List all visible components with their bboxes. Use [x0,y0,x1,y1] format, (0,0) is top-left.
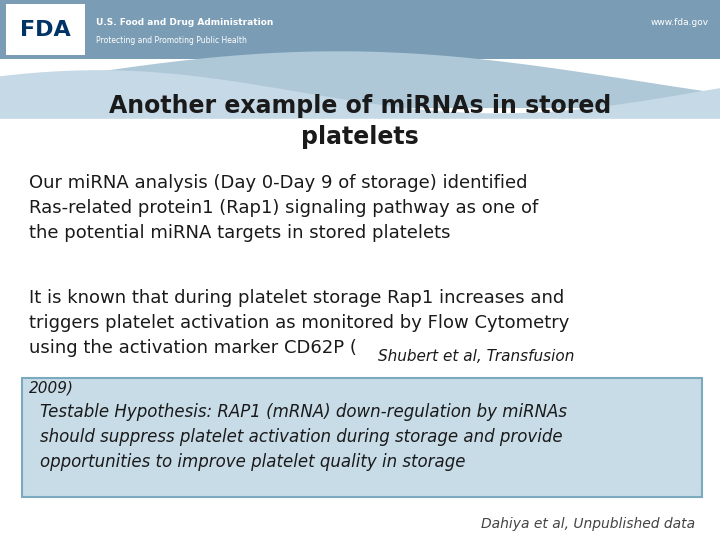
Text: 2009): 2009) [29,380,73,395]
Text: Our miRNA analysis (Day 0-Day 9 of storage) identified
Ras-related protein1 (Rap: Our miRNA analysis (Day 0-Day 9 of stora… [29,174,538,242]
Text: Testable Hypothesis: RAP1 (mRNA) down-regulation by miRNAs
should suppress plate: Testable Hypothesis: RAP1 (mRNA) down-re… [40,403,567,471]
FancyBboxPatch shape [22,378,702,497]
Text: FDA: FDA [20,19,71,40]
Bar [0,0,720,59]
Text: Shubert et al, Transfusion: Shubert et al, Transfusion [378,349,575,364]
Text: Another example of miRNAs in stored
platelets: Another example of miRNAs in stored plat… [109,94,611,149]
Text: www.fda.gov: www.fda.gov [651,18,709,27]
Text: U.S. Food and Drug Administration: U.S. Food and Drug Administration [96,18,273,27]
Text: It is known that during platelet storage Rap1 increases and
triggers platelet ac: It is known that during platelet storage… [29,289,570,357]
Text: Dahiya et al, Unpublished data: Dahiya et al, Unpublished data [481,517,695,531]
Polygon shape [0,70,720,119]
Polygon shape [0,51,720,108]
Bar [6,4,85,55]
Text: Protecting and Promoting Public Health: Protecting and Promoting Public Health [96,36,247,45]
